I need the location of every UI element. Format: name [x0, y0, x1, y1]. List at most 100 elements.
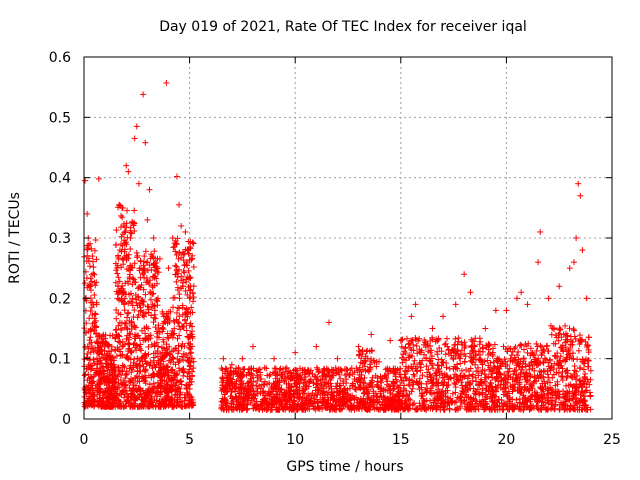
data-point — [131, 207, 138, 214]
data-point — [120, 220, 127, 227]
data-point — [479, 385, 486, 392]
data-point — [136, 345, 143, 352]
data-point — [87, 349, 94, 356]
data-point — [178, 343, 185, 350]
data-point — [177, 378, 184, 385]
data-point — [575, 180, 582, 187]
data-point — [90, 264, 97, 271]
data-point — [114, 270, 121, 277]
x-tick-labels: 0 5 10 15 20 25 — [80, 432, 621, 448]
data-point — [90, 258, 97, 265]
data-point — [410, 371, 417, 378]
data-point — [93, 299, 100, 306]
data-point — [175, 342, 182, 349]
data-point — [545, 295, 552, 302]
data-point — [125, 300, 132, 307]
data-point — [141, 253, 148, 260]
data-point — [95, 175, 102, 182]
data-point — [122, 375, 129, 382]
data-point — [190, 240, 197, 247]
data-point — [88, 278, 95, 285]
data-point — [137, 274, 144, 281]
data-point — [128, 230, 135, 237]
data-point — [124, 314, 131, 321]
x-tick-label: 25 — [603, 432, 621, 448]
data-point — [133, 123, 140, 130]
data-point — [173, 379, 180, 386]
data-point — [146, 277, 153, 284]
data-point — [117, 325, 124, 332]
data-point — [480, 345, 487, 352]
data-point — [556, 357, 563, 364]
data-point — [566, 265, 573, 272]
data-point — [173, 173, 180, 180]
data-point — [142, 139, 149, 146]
data-point — [144, 216, 151, 223]
data-point — [228, 361, 235, 368]
data-point — [91, 291, 98, 298]
data-point — [463, 366, 470, 373]
data-point — [455, 335, 462, 342]
data-point — [220, 355, 227, 362]
data-point — [190, 264, 197, 271]
data-point — [123, 320, 130, 327]
data-point — [122, 371, 129, 378]
data-point — [579, 247, 586, 254]
data-point — [227, 364, 234, 371]
x-tick-label: 20 — [497, 432, 515, 448]
data-point — [186, 344, 193, 351]
data-point — [170, 347, 177, 354]
data-point — [443, 364, 450, 371]
data-point — [292, 349, 299, 356]
data-point — [360, 385, 367, 392]
y-tick-label: 0.2 — [49, 291, 71, 307]
data-point — [355, 343, 362, 350]
data-point — [176, 201, 183, 208]
data-point — [173, 278, 180, 285]
data-point — [513, 295, 520, 302]
data-point — [537, 228, 544, 235]
data-point — [121, 394, 128, 401]
data-point — [163, 79, 170, 86]
data-point — [122, 280, 129, 287]
data-point — [92, 236, 99, 243]
data-point — [587, 367, 594, 374]
data-point — [134, 252, 141, 259]
data-point — [121, 248, 128, 255]
data-point — [117, 311, 124, 318]
y-tick-label: 0.4 — [49, 171, 71, 187]
data-point — [521, 346, 528, 353]
data-point — [160, 336, 167, 343]
data-point — [131, 135, 138, 142]
data-point — [123, 162, 130, 169]
data-point — [145, 351, 152, 358]
data-point — [586, 334, 593, 341]
x-tick-label: 5 — [185, 432, 194, 448]
data-point — [443, 335, 450, 342]
data-point — [89, 253, 96, 260]
data-point — [190, 298, 197, 305]
data-point — [126, 341, 133, 348]
y-tick-labels: 0 0.1 0.2 0.3 0.4 0.5 0.6 — [49, 50, 71, 428]
data-point — [574, 356, 581, 363]
data-point — [150, 319, 157, 326]
data-point — [271, 355, 278, 362]
data-point — [176, 295, 183, 302]
data-point — [587, 393, 594, 400]
data-point — [515, 348, 522, 355]
data-point — [187, 294, 194, 301]
data-point — [585, 342, 592, 349]
data-point — [86, 263, 93, 270]
data-point — [544, 342, 551, 349]
data-point — [153, 328, 160, 335]
data-point — [152, 324, 159, 331]
data-point — [187, 376, 194, 383]
data-point — [183, 305, 190, 312]
data-point — [408, 313, 415, 320]
data-point — [182, 228, 189, 235]
data-point — [124, 207, 131, 214]
data-point — [315, 369, 322, 376]
data-point — [467, 289, 474, 296]
data-point — [85, 345, 92, 352]
